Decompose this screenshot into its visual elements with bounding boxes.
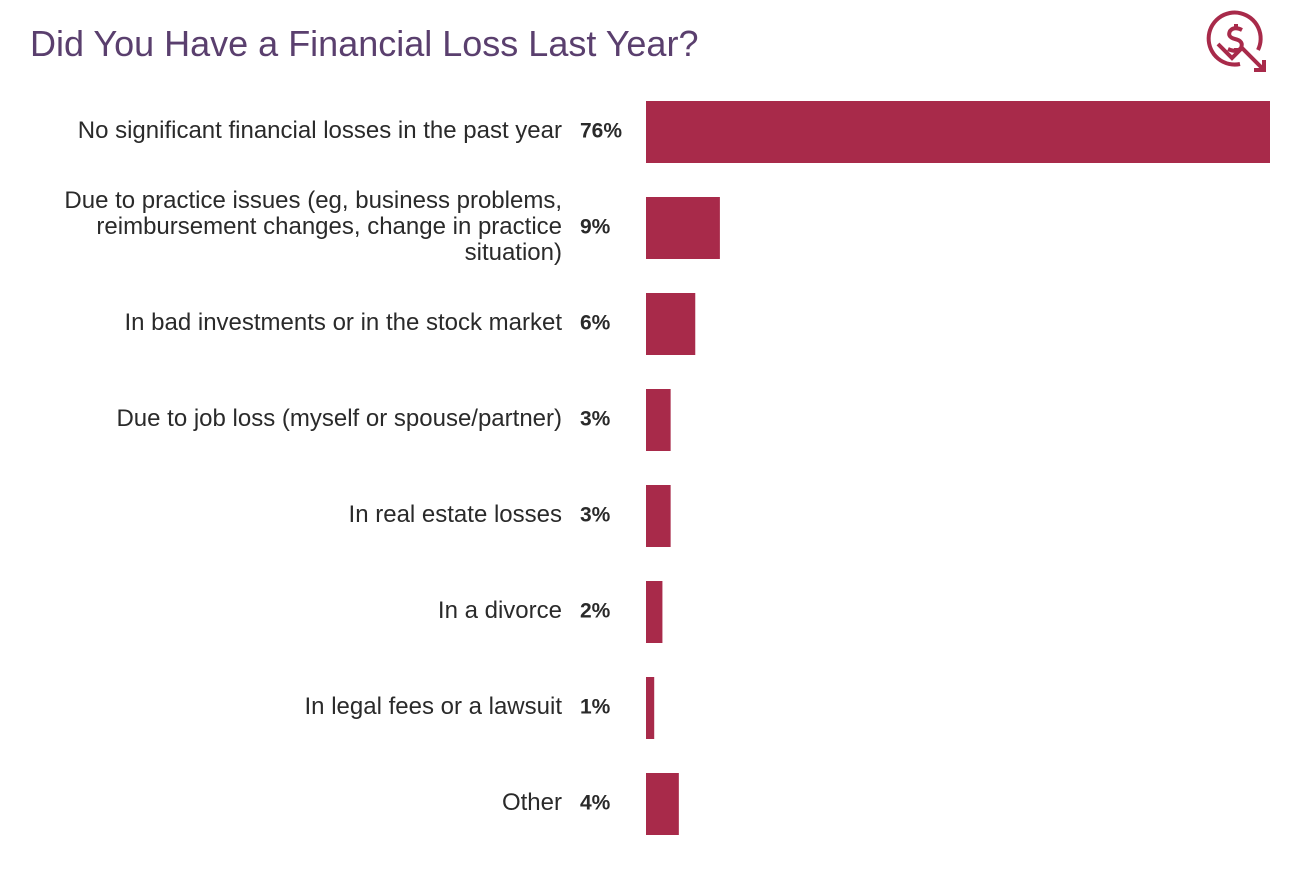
bar xyxy=(646,677,655,739)
bar xyxy=(646,581,663,643)
category-label: Due to job loss (myself or spouse/partne… xyxy=(116,405,562,432)
icon xyxy=(1206,10,1266,72)
value-label: 2% xyxy=(580,600,611,623)
category-label: In legal fees or a lawsuit xyxy=(305,693,563,720)
value-label: 1% xyxy=(580,696,611,719)
bar xyxy=(646,101,1270,163)
bar xyxy=(646,773,679,835)
value-label: 4% xyxy=(580,792,611,815)
category-label: Due to practice issues (eg, business pro… xyxy=(64,187,562,266)
bar xyxy=(646,485,671,547)
category-label: Other xyxy=(502,789,562,816)
category-label: In real estate losses xyxy=(349,501,562,528)
bar xyxy=(646,293,696,355)
value-label: 3% xyxy=(580,504,611,527)
category-label: No significant financial losses in the p… xyxy=(78,117,562,144)
category-label: In bad investments or in the stock marke… xyxy=(124,309,562,336)
chart-title: Did You Have a Financial Loss Last Year? xyxy=(30,23,698,64)
value-label: 3% xyxy=(580,408,611,431)
bar xyxy=(646,389,671,451)
bar xyxy=(646,197,720,259)
value-label: 76% xyxy=(580,120,622,143)
value-label: 9% xyxy=(580,216,611,239)
value-label: 6% xyxy=(580,312,611,335)
category-label: In a divorce xyxy=(438,597,562,624)
